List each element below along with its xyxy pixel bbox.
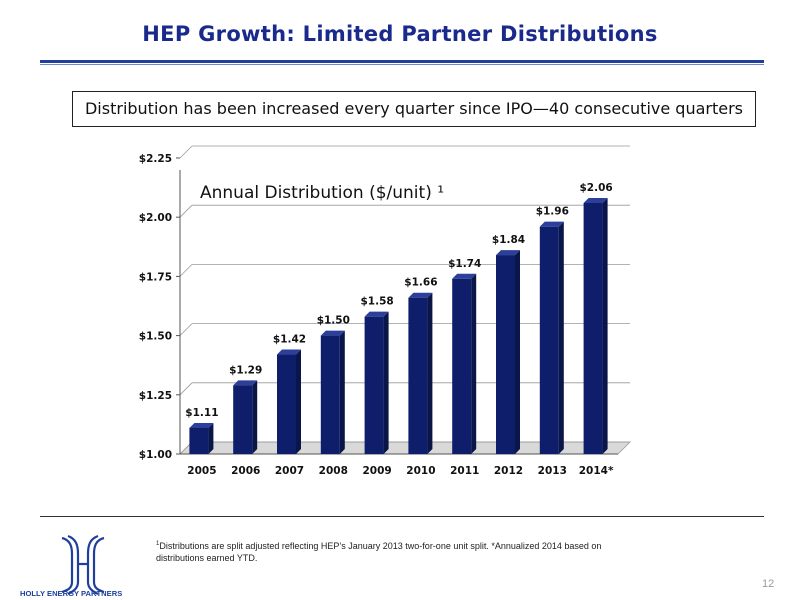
y-tick-label: $2.00 — [139, 212, 172, 224]
bar-top — [233, 380, 258, 386]
footnote-text: Distributions are split adjusted reflect… — [156, 541, 602, 563]
bar — [189, 427, 209, 454]
data-label: $1.74 — [448, 258, 481, 270]
bar-top — [583, 197, 608, 203]
title-divider — [40, 60, 764, 63]
data-label: $1.96 — [536, 206, 569, 218]
y-tick-label: $1.25 — [139, 390, 172, 402]
bar-side — [427, 292, 433, 454]
data-label: $1.50 — [317, 315, 350, 327]
x-tick-label: 2013 — [538, 465, 567, 477]
bar-2009 — [364, 311, 389, 454]
bar-top — [320, 330, 345, 336]
bar-2007 — [277, 349, 301, 454]
y-tick-label: $2.25 — [139, 153, 172, 165]
bar-2005 — [189, 422, 214, 454]
bar-2013 — [539, 221, 564, 454]
bar-side — [558, 221, 564, 454]
footer-divider — [40, 516, 764, 517]
x-tick-label: 2011 — [450, 465, 479, 477]
bar-2014* — [583, 197, 608, 454]
y-tick-label: $1.00 — [139, 449, 172, 461]
callout-box: Distribution has been increased every qu… — [72, 91, 756, 127]
data-label: $1.29 — [229, 364, 262, 376]
bar-side — [471, 273, 477, 454]
bar-2011 — [452, 273, 477, 454]
x-tick-label: 2010 — [406, 465, 435, 477]
bar-top — [452, 273, 477, 279]
x-tick-label: 2005 — [187, 465, 216, 477]
bar-top — [277, 349, 301, 355]
bar-2012 — [496, 250, 520, 454]
bar-side — [252, 380, 258, 454]
data-label: $1.11 — [185, 407, 218, 419]
bar — [320, 335, 340, 454]
x-tick-label: 2009 — [362, 465, 391, 477]
bar-side — [383, 311, 389, 454]
gridline-depth — [179, 323, 193, 336]
bar — [408, 297, 428, 454]
bar — [452, 278, 472, 454]
bar — [583, 202, 603, 454]
x-tick-label: 2007 — [275, 465, 304, 477]
gridline-depth — [179, 145, 193, 159]
bar-2006 — [233, 380, 258, 454]
bar — [233, 385, 253, 454]
y-tick-label: $1.75 — [139, 271, 172, 283]
bar — [539, 226, 559, 454]
page-number: 12 — [762, 578, 775, 590]
data-label: $1.42 — [273, 334, 306, 346]
gridline-depth — [179, 204, 193, 218]
bar-top — [496, 250, 520, 256]
bar-top — [408, 292, 433, 298]
footnote: 1Distributions are split adjusted reflec… — [156, 538, 626, 564]
title-divider-thin — [40, 64, 764, 65]
bar-side — [296, 349, 301, 454]
bar-top — [539, 221, 564, 227]
data-label: $1.66 — [404, 277, 437, 289]
data-label: $1.58 — [360, 296, 393, 308]
bar-side — [208, 422, 214, 454]
bar-2008 — [320, 330, 345, 454]
page-title: HEP Growth: Limited Partner Distribution… — [142, 22, 658, 46]
x-tick-label: 2014* — [579, 465, 614, 477]
bar-side — [602, 197, 608, 454]
bar-side — [339, 330, 345, 454]
chart-labels: $1.00 $1.25 $1.50 $1.75 $2.00 $2.25 $1.11 2005 $… — [139, 153, 614, 477]
x-tick-label: 2006 — [231, 465, 260, 477]
x-tick-label: 2008 — [319, 465, 348, 477]
gridline-depth — [179, 264, 193, 277]
footnote-marker: 1 — [156, 541, 160, 547]
bar — [364, 316, 384, 454]
gridline-depth — [179, 382, 193, 396]
chart-bars — [189, 197, 608, 454]
x-tick-label: 2012 — [494, 465, 523, 477]
data-label: $1.84 — [492, 234, 525, 246]
bar-side — [515, 250, 520, 454]
logo-wordmark: HOLLY ENERGY PARTNERS — [20, 589, 122, 598]
holly-energy-partners-logo: HOLLY ENERGY PARTNERS — [20, 534, 122, 598]
bar — [496, 255, 515, 454]
bar-top — [189, 422, 214, 428]
bar-top — [364, 311, 389, 317]
data-label: $2.06 — [579, 182, 612, 194]
bar — [277, 354, 296, 454]
bar-2010 — [408, 292, 433, 454]
chart-title: Annual Distribution ($/unit) ¹ — [200, 183, 444, 203]
y-tick-label: $1.50 — [139, 331, 172, 343]
